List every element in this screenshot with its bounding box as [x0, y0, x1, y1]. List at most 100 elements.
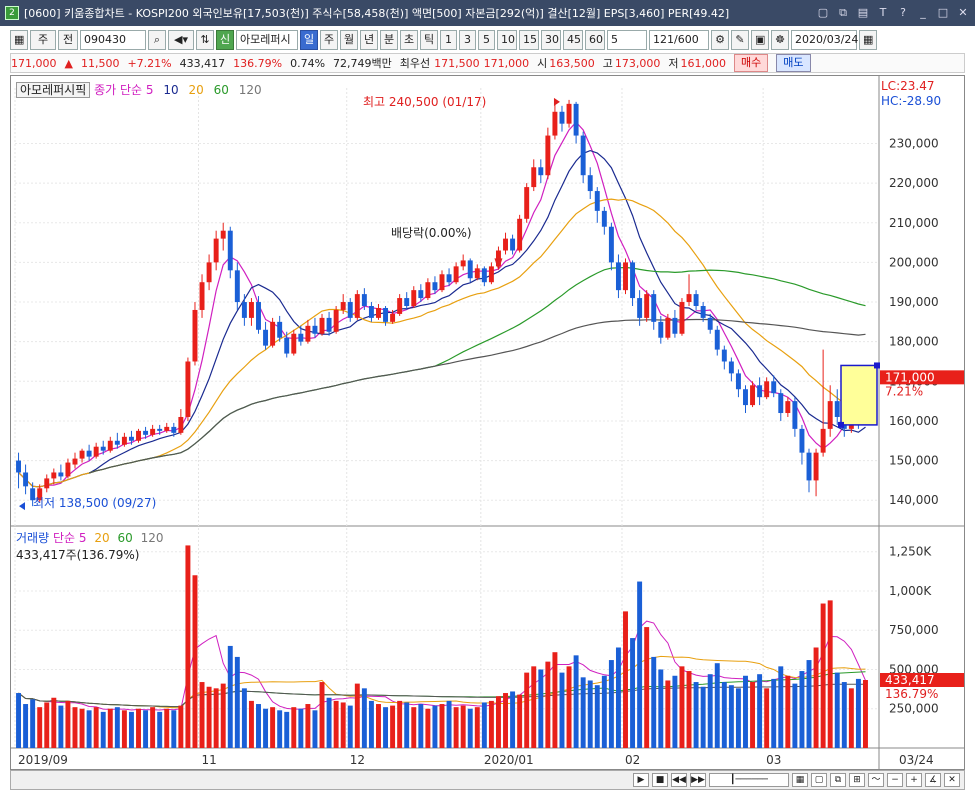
chart-svg[interactable]: 230,000 220,000 210,000 200,000 190,000 180,0…: [11, 76, 964, 769]
measure-icon[interactable]: ∡: [925, 773, 941, 787]
sell-button[interactable]: 매도: [776, 54, 811, 72]
candle: [806, 448, 812, 493]
indicator-icon[interactable]: ⚙: [711, 30, 729, 50]
sound-icon[interactable]: ◀▾: [168, 30, 194, 50]
interval-1-button[interactable]: 1: [440, 30, 457, 50]
save-icon[interactable]: ▣: [751, 30, 769, 50]
candle: [234, 262, 240, 310]
forecast-box: [840, 364, 878, 426]
tile-icon[interactable]: ⧉: [830, 773, 846, 787]
interval-15-button[interactable]: 15: [519, 30, 539, 50]
candle: [785, 397, 791, 417]
close-icon[interactable]: ✕: [958, 6, 968, 19]
open-value: 163,500: [549, 56, 595, 70]
maximize-icon[interactable]: □: [937, 6, 949, 19]
candle: [693, 290, 699, 310]
buy-button[interactable]: 매수: [734, 54, 769, 72]
minimize-icon[interactable]: _: [920, 6, 926, 19]
period-tick-button[interactable]: 틱: [420, 30, 438, 50]
stock-label-box[interactable]: 아모레퍼시픽: [16, 82, 91, 98]
x-tick-label: 2019/09: [18, 753, 68, 767]
pin-icon[interactable]: T: [879, 6, 887, 19]
volume-bar: [192, 575, 198, 748]
candle: [531, 159, 537, 192]
prev-button[interactable]: 전: [58, 30, 78, 50]
period-day-button[interactable]: 일: [300, 30, 318, 50]
candle: [100, 440, 106, 455]
interval-5-button[interactable]: 5: [478, 30, 495, 50]
candle: [136, 428, 141, 443]
tile-icon[interactable]: ⧉: [839, 6, 847, 19]
candle-body: [707, 317, 713, 330]
candle-body: [503, 238, 508, 251]
candle: [86, 444, 92, 461]
rewind-icon[interactable]: ◀◀: [671, 773, 687, 787]
restore-icon[interactable]: ▢: [817, 6, 829, 19]
layout-icon[interactable]: ▤: [857, 6, 869, 19]
period-week-button[interactable]: 주: [320, 30, 338, 50]
period-month-button[interactable]: 월: [340, 30, 358, 50]
candle-body: [531, 167, 537, 188]
candle-body: [488, 266, 494, 283]
period-second-button[interactable]: 초: [400, 30, 418, 50]
sort-icon[interactable]: ⇅: [196, 30, 214, 50]
vol-ma20-line: [18, 655, 866, 709]
interval-45-button[interactable]: 45: [563, 30, 583, 50]
window-icon[interactable]: ▢: [811, 773, 827, 787]
volume-bar: [573, 655, 579, 748]
interval-3-button[interactable]: 3: [459, 30, 476, 50]
zoom-slider[interactable]: ┃──────: [709, 773, 789, 787]
up-arrow-icon: ▲: [64, 56, 73, 70]
volume-bar: [743, 675, 748, 748]
interval-60-button[interactable]: 60: [585, 30, 605, 50]
period-year-button[interactable]: 년: [360, 30, 378, 50]
volume-bar: [143, 710, 149, 748]
layout-icon[interactable]: ▦: [10, 30, 28, 50]
volume-bar: [439, 704, 445, 748]
candle: [700, 302, 706, 322]
scroll-right-icon[interactable]: ▶: [633, 773, 649, 787]
volume-bar: [411, 707, 417, 748]
candle: [79, 448, 85, 463]
interval-30-button[interactable]: 30: [541, 30, 561, 50]
high-arrow-icon: [553, 97, 560, 106]
volume-bar: [771, 678, 777, 748]
candle: [481, 266, 487, 287]
forward-icon[interactable]: ▶▶: [690, 773, 706, 787]
settings-icon[interactable]: ☸: [771, 30, 789, 50]
zoom-in-icon[interactable]: +: [906, 773, 922, 787]
interval-input[interactable]: 5: [607, 30, 647, 50]
fit-icon[interactable]: ⊞: [849, 773, 865, 787]
price-tick-label: 180,000: [889, 335, 939, 349]
candle: [44, 474, 50, 493]
stock-code-input[interactable]: 090430: [80, 30, 146, 50]
candle-body: [637, 298, 643, 318]
candle-body: [757, 385, 763, 398]
calendar-icon[interactable]: ▦: [859, 30, 877, 50]
interval-10-button[interactable]: 10: [497, 30, 517, 50]
tool-icon[interactable]: ✎: [731, 30, 749, 50]
chart-area[interactable]: 230,000 220,000 210,000 200,000 190,000 180,0…: [10, 75, 965, 770]
candle-body: [44, 478, 50, 489]
count-input[interactable]: 121/600: [649, 30, 709, 50]
volume-tick-label: 250,000: [889, 702, 939, 716]
x-right-label: 03/24: [899, 753, 934, 767]
stop-icon[interactable]: ■: [652, 773, 668, 787]
candle-body: [397, 298, 403, 314]
period-minute-button[interactable]: 분: [380, 30, 398, 50]
open-label: 시: [537, 57, 548, 70]
draw-icon[interactable]: 〜: [868, 773, 884, 787]
candle-body: [623, 262, 628, 291]
date-input[interactable]: 2020/03/24: [791, 30, 858, 50]
zoom-out-icon[interactable]: −: [887, 773, 903, 787]
help-icon[interactable]: ?: [900, 6, 906, 19]
volume-bar: [220, 683, 226, 748]
candle-body: [439, 274, 445, 291]
grid-icon[interactable]: ▦: [792, 773, 808, 787]
candle-body: [750, 385, 756, 406]
export-icon[interactable]: ✕: [944, 773, 960, 787]
period-type-select[interactable]: 주: [30, 30, 56, 50]
candle-body: [608, 226, 614, 263]
candle: [799, 424, 805, 465]
search-icon[interactable]: ⌕: [148, 30, 166, 50]
